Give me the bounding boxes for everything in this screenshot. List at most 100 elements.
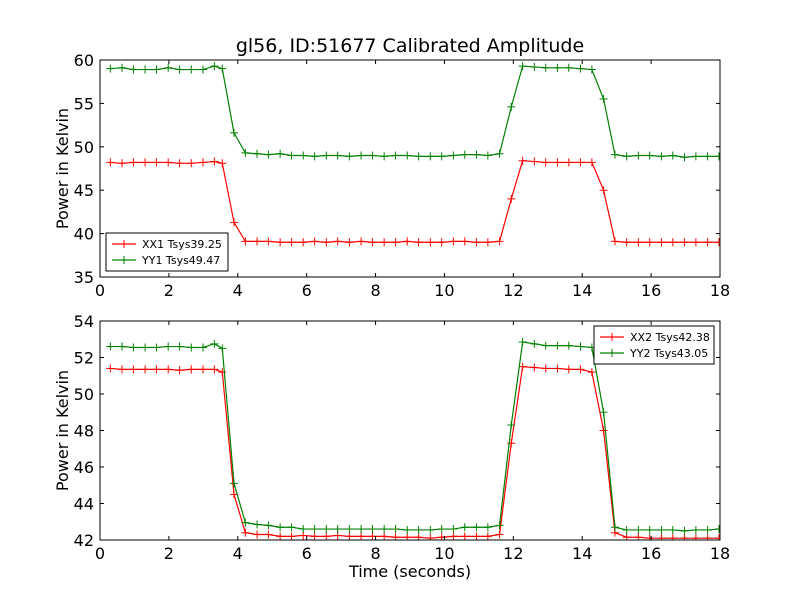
data-point xyxy=(118,365,127,374)
legend-label: YY2 Tsys43.05 xyxy=(629,347,708,360)
data-point xyxy=(403,525,412,534)
data-point xyxy=(403,237,412,246)
data-point xyxy=(564,365,573,374)
data-point xyxy=(564,341,573,350)
legend-marker xyxy=(120,240,128,248)
x-tick-label: 12 xyxy=(503,281,523,300)
data-point xyxy=(322,532,331,540)
data-point xyxy=(426,238,435,247)
data-point xyxy=(703,152,712,161)
chart-title: gl56, ID:51677 Calibrated Amplitude xyxy=(236,35,584,57)
data-point xyxy=(553,341,562,350)
data-point xyxy=(322,525,331,534)
y-tick-label: 42 xyxy=(74,531,94,550)
data-point xyxy=(391,525,400,534)
legend-box xyxy=(105,232,229,272)
data-point xyxy=(472,532,481,540)
data-point xyxy=(668,534,677,540)
y-tick-label: 54 xyxy=(74,312,94,331)
data-point xyxy=(680,238,689,247)
data-point xyxy=(507,194,516,203)
data-point xyxy=(129,365,138,374)
data-point xyxy=(264,521,273,530)
data-point xyxy=(668,525,677,534)
data-point xyxy=(691,525,700,534)
data-point xyxy=(657,534,666,540)
legend-marker xyxy=(120,256,128,264)
x-tick-label: 12 xyxy=(503,544,523,563)
data-point xyxy=(460,523,469,532)
data-point xyxy=(210,365,219,374)
data-point xyxy=(106,64,115,73)
data-point xyxy=(287,523,296,532)
data-point xyxy=(241,237,250,246)
data-point xyxy=(414,525,423,534)
data-point xyxy=(518,337,527,346)
data-point xyxy=(118,159,127,168)
x-tick-label: 16 xyxy=(641,281,661,300)
y-tick-label: 50 xyxy=(74,138,94,157)
data-point xyxy=(357,525,366,534)
y-tick-label: 35 xyxy=(74,268,94,287)
data-point xyxy=(198,343,207,352)
data-point xyxy=(634,238,643,247)
data-point xyxy=(264,237,273,246)
data-point xyxy=(518,156,527,165)
data-point xyxy=(634,525,643,534)
data-point xyxy=(210,339,219,348)
data-point xyxy=(576,342,585,351)
data-point xyxy=(357,237,366,246)
data-point xyxy=(253,149,262,158)
data-point xyxy=(218,344,227,353)
data-point xyxy=(587,65,596,74)
data-point xyxy=(368,151,377,160)
data-point xyxy=(333,525,342,534)
data-point xyxy=(164,342,173,351)
legend-label: XX2 Tsys42.38 xyxy=(630,331,710,344)
data-point xyxy=(276,523,285,532)
data-point xyxy=(229,479,238,488)
data-point xyxy=(368,238,377,247)
data-point xyxy=(576,158,585,167)
data-point xyxy=(530,62,539,71)
data-point xyxy=(345,152,354,161)
data-point xyxy=(553,63,562,72)
data-point xyxy=(175,342,184,351)
data-point xyxy=(253,520,262,529)
series-group xyxy=(106,337,720,540)
y-tick-label: 46 xyxy=(74,458,94,477)
data-point xyxy=(518,362,527,371)
data-point xyxy=(414,238,423,247)
data-point xyxy=(322,151,331,160)
data-point xyxy=(449,237,458,246)
data-point xyxy=(152,365,161,374)
data-point xyxy=(414,152,423,161)
data-point xyxy=(380,532,389,540)
data-point xyxy=(218,64,227,73)
data-point xyxy=(426,525,435,534)
data-point xyxy=(310,152,319,161)
y-tick-label: 48 xyxy=(74,422,94,441)
data-point xyxy=(129,65,138,74)
x-tick-label: 16 xyxy=(641,544,661,563)
data-point xyxy=(680,526,689,535)
data-point xyxy=(610,150,619,159)
data-point xyxy=(187,343,196,352)
data-point xyxy=(106,342,115,351)
data-point xyxy=(391,151,400,160)
data-point xyxy=(460,150,469,159)
data-point xyxy=(426,534,435,540)
data-point xyxy=(449,525,458,534)
legend: XX2 Tsys42.38 YY2 Tsys43.05 xyxy=(593,325,715,365)
data-point xyxy=(264,530,273,539)
data-point xyxy=(460,532,469,540)
data-point xyxy=(553,158,562,167)
data-point xyxy=(530,157,539,166)
data-point xyxy=(198,65,207,74)
data-point xyxy=(587,368,596,377)
data-point xyxy=(622,238,631,247)
data-point xyxy=(152,65,161,74)
legend-label: YY1 Tsys49.47 xyxy=(141,254,220,267)
data-point xyxy=(118,342,127,351)
